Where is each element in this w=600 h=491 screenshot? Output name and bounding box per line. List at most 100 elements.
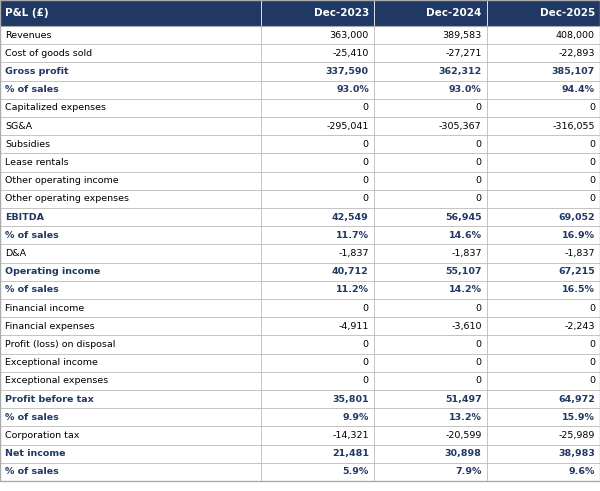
- Text: 0: 0: [476, 340, 482, 349]
- Text: 14.2%: 14.2%: [449, 285, 482, 295]
- Bar: [261, 317, 374, 335]
- Text: 9.6%: 9.6%: [569, 467, 595, 476]
- Text: 56,945: 56,945: [445, 213, 482, 221]
- Text: P&L (£): P&L (£): [5, 8, 49, 18]
- Bar: [487, 372, 600, 390]
- Text: 55,107: 55,107: [445, 267, 482, 276]
- Bar: [487, 408, 600, 426]
- Text: 21,481: 21,481: [332, 449, 369, 458]
- Text: 0: 0: [589, 358, 595, 367]
- Text: 385,107: 385,107: [552, 67, 595, 76]
- Bar: [261, 44, 374, 62]
- Text: 0: 0: [589, 140, 595, 149]
- Text: 0: 0: [363, 194, 369, 203]
- Bar: [374, 226, 487, 245]
- Text: Revenues: Revenues: [5, 30, 52, 40]
- Text: 0: 0: [363, 140, 369, 149]
- Bar: [0, 0, 261, 26]
- Bar: [261, 354, 374, 372]
- Text: Subsidies: Subsidies: [5, 140, 50, 149]
- Text: Financial expenses: Financial expenses: [5, 322, 95, 331]
- Text: 0: 0: [589, 104, 595, 112]
- Bar: [0, 81, 261, 99]
- Text: 0: 0: [589, 377, 595, 385]
- Text: -2,243: -2,243: [565, 322, 595, 331]
- Text: 69,052: 69,052: [559, 213, 595, 221]
- Text: Gross profit: Gross profit: [5, 67, 68, 76]
- Bar: [374, 299, 487, 317]
- Text: Dec-2023: Dec-2023: [314, 8, 369, 18]
- Bar: [374, 117, 487, 135]
- Text: 64,972: 64,972: [558, 395, 595, 404]
- Text: Other operating expenses: Other operating expenses: [5, 194, 129, 203]
- Text: % of sales: % of sales: [5, 467, 59, 476]
- Text: 0: 0: [589, 158, 595, 167]
- Bar: [0, 117, 261, 135]
- Bar: [261, 62, 374, 81]
- Text: -1,837: -1,837: [338, 249, 369, 258]
- Text: 362,312: 362,312: [439, 67, 482, 76]
- Text: 0: 0: [363, 176, 369, 185]
- Text: 5.9%: 5.9%: [343, 467, 369, 476]
- Text: 0: 0: [363, 358, 369, 367]
- Bar: [374, 463, 487, 481]
- Text: Dec-2025: Dec-2025: [540, 8, 595, 18]
- Bar: [487, 263, 600, 281]
- Text: 363,000: 363,000: [329, 30, 369, 40]
- Bar: [0, 44, 261, 62]
- Text: % of sales: % of sales: [5, 231, 59, 240]
- Bar: [487, 245, 600, 263]
- Text: % of sales: % of sales: [5, 413, 59, 422]
- Text: D&A: D&A: [5, 249, 26, 258]
- Text: Lease rentals: Lease rentals: [5, 158, 68, 167]
- Bar: [261, 190, 374, 208]
- Bar: [374, 372, 487, 390]
- Bar: [261, 463, 374, 481]
- Text: Other operating income: Other operating income: [5, 176, 119, 185]
- Bar: [0, 390, 261, 408]
- Bar: [0, 299, 261, 317]
- Text: % of sales: % of sales: [5, 285, 59, 295]
- Text: Exceptional expenses: Exceptional expenses: [5, 377, 108, 385]
- Bar: [261, 153, 374, 171]
- Text: 0: 0: [589, 340, 595, 349]
- Bar: [487, 62, 600, 81]
- Bar: [487, 117, 600, 135]
- Bar: [374, 81, 487, 99]
- Bar: [374, 0, 487, 26]
- Bar: [0, 281, 261, 299]
- Bar: [374, 171, 487, 190]
- Text: 7.9%: 7.9%: [455, 467, 482, 476]
- Text: 0: 0: [476, 140, 482, 149]
- Text: Cost of goods sold: Cost of goods sold: [5, 49, 92, 58]
- Text: 0: 0: [476, 303, 482, 313]
- Text: 0: 0: [476, 358, 482, 367]
- Text: 0: 0: [589, 303, 595, 313]
- Bar: [374, 26, 487, 44]
- Text: -27,271: -27,271: [445, 49, 482, 58]
- Bar: [374, 135, 487, 153]
- Text: Profit (loss) on disposal: Profit (loss) on disposal: [5, 340, 115, 349]
- Text: -25,410: -25,410: [332, 49, 369, 58]
- Text: Dec-2024: Dec-2024: [426, 8, 482, 18]
- Bar: [0, 426, 261, 444]
- Text: -305,367: -305,367: [439, 122, 482, 131]
- Bar: [261, 135, 374, 153]
- Bar: [0, 226, 261, 245]
- Text: 16.5%: 16.5%: [562, 285, 595, 295]
- Text: 13.2%: 13.2%: [449, 413, 482, 422]
- Text: 389,583: 389,583: [442, 30, 482, 40]
- Bar: [0, 354, 261, 372]
- Bar: [487, 226, 600, 245]
- Text: 11.7%: 11.7%: [336, 231, 369, 240]
- Bar: [487, 317, 600, 335]
- Bar: [261, 372, 374, 390]
- Text: -1,837: -1,837: [451, 249, 482, 258]
- Bar: [374, 444, 487, 463]
- Bar: [261, 208, 374, 226]
- Text: EBITDA: EBITDA: [5, 213, 44, 221]
- Text: 38,983: 38,983: [558, 449, 595, 458]
- Bar: [0, 263, 261, 281]
- Text: -20,599: -20,599: [445, 431, 482, 440]
- Bar: [261, 426, 374, 444]
